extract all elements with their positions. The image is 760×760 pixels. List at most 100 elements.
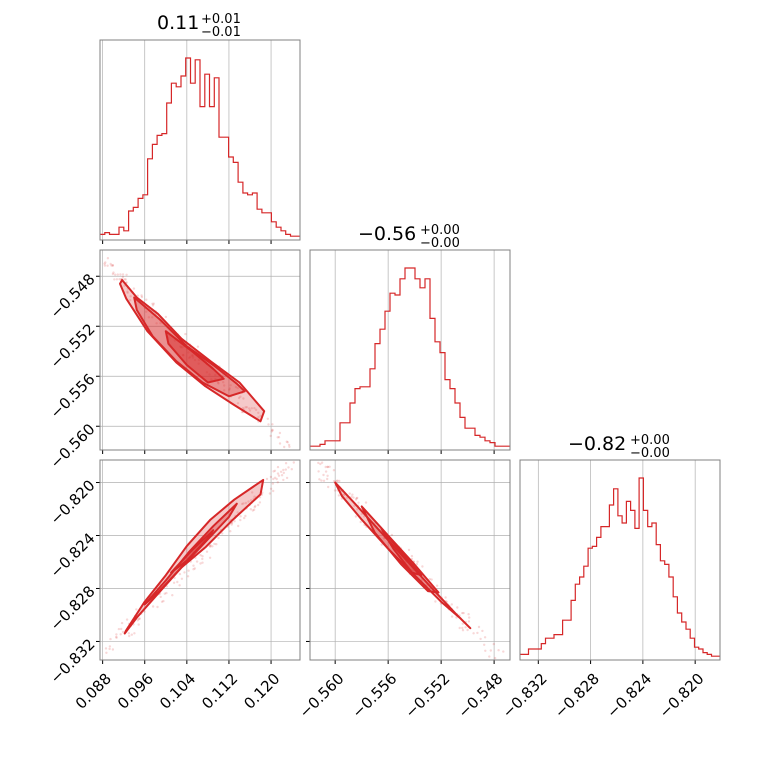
pair-1-0-point <box>228 388 231 391</box>
pair-1-0-point <box>277 436 281 439</box>
pair-1-0-point <box>118 278 121 281</box>
pair-2-0-point <box>159 595 162 599</box>
pair-2-0-point <box>178 572 182 576</box>
pair-1-0-point <box>104 261 107 264</box>
pair-2-0-point <box>130 633 133 636</box>
pair-2-1-point <box>326 465 330 469</box>
pair-2-1-point <box>322 473 325 477</box>
pair-1-0-point <box>145 310 148 313</box>
pair-2-1-point <box>415 563 419 566</box>
pair-2-0-point <box>209 544 212 547</box>
pair-2-1-point <box>461 611 464 615</box>
pair-2-0-point <box>201 557 204 561</box>
pair-2-0-point <box>201 555 204 558</box>
pair-1-0-point <box>126 290 129 293</box>
pair-2-0-point <box>162 599 165 603</box>
pair-1-0-point <box>237 396 241 400</box>
pair-2-0-point <box>253 495 256 498</box>
pair-2-0-point <box>239 515 242 518</box>
pair-1-0-point <box>125 273 128 276</box>
pair-2-0-point <box>284 468 287 471</box>
pair-2-0-point <box>247 500 250 503</box>
pair-2-0-point <box>249 508 252 511</box>
pair-1-0-point <box>242 397 245 400</box>
pair-1-0-point <box>151 316 154 319</box>
pair-2-1-point <box>317 461 320 465</box>
pair-2-0-point <box>290 468 293 471</box>
pair-1-0-point <box>271 428 274 431</box>
pair-2-1-point <box>338 479 341 483</box>
pair-1-0-point <box>164 315 168 319</box>
pair-2-1-point <box>430 578 433 581</box>
pair-2-1-point <box>326 474 329 477</box>
pair-2-1-point <box>461 626 464 630</box>
pair-1-0-point <box>283 445 286 449</box>
pair-2-1-point <box>360 512 363 516</box>
pair-2-1-point <box>354 498 358 501</box>
pair-2-1-point <box>390 533 394 537</box>
pair-2-0-point <box>115 636 118 639</box>
pair-2-0-point <box>195 560 199 563</box>
pair-1-0-point <box>196 345 200 348</box>
pair-2-1-point <box>467 613 470 616</box>
pair-2-0-point <box>163 592 166 595</box>
pair-2-1-point <box>434 600 437 603</box>
pair-1-0-point <box>270 430 273 433</box>
pair-2-0-point <box>186 575 190 578</box>
pair-1-0-point <box>110 264 113 267</box>
pair-1-0-point <box>236 402 240 405</box>
pair-2-1-point <box>336 479 339 482</box>
pair-2-0-point <box>125 618 129 621</box>
pair-1-0-point <box>151 304 155 307</box>
pair-2-0-ylabel-0: −0.820 <box>47 476 99 528</box>
pair-2-0-point <box>273 476 277 479</box>
pair-2-1-point <box>450 615 454 618</box>
pair-2-0-xlabel-1: 0.096 <box>114 670 157 713</box>
pair-1-0-point <box>257 416 260 419</box>
pair-2-0-point <box>208 556 212 559</box>
pair-2-0-point <box>272 470 275 473</box>
pair-2-1-point <box>476 631 479 635</box>
pair-2-1-xlabel-1: −0.556 <box>349 670 401 722</box>
pair-2-1-point <box>484 649 487 652</box>
pair-2-0-point <box>138 617 141 620</box>
pair-2-1-point <box>472 632 475 635</box>
pair-2-1-point <box>328 465 331 468</box>
pair-1-0-point <box>106 257 110 260</box>
diag-2-xlabel-3: −0.820 <box>656 670 708 722</box>
pair-1-0-contour-1 <box>133 296 246 398</box>
title-diag-1-sub: −0.00 <box>420 236 460 251</box>
pair-2-0-point <box>193 567 196 570</box>
pair-1-0-point <box>115 278 119 281</box>
pair-2-0-point <box>115 633 118 636</box>
pair-2-0-point <box>183 571 186 574</box>
pair-2-0-xlabel-0: 0.088 <box>72 670 115 713</box>
pair-2-0-ylabel-1: −0.824 <box>47 529 99 581</box>
pair-2-1-point <box>492 642 495 646</box>
pair-2-1-point <box>320 461 324 464</box>
pair-1-0-point <box>155 322 158 325</box>
pair-2-1-point <box>335 479 338 483</box>
pair-2-0-point <box>137 617 141 621</box>
pair-1-0-point <box>114 273 117 276</box>
pair-2-0-point <box>242 502 245 505</box>
pair-2-0-point <box>276 465 280 469</box>
pair-2-0-point <box>201 561 204 564</box>
pair-2-0-point <box>269 475 273 479</box>
pair-2-0-point <box>244 501 248 505</box>
pair-2-1-point <box>461 622 464 625</box>
pair-2-0-point <box>251 491 254 494</box>
pair-2-1-point <box>342 493 345 496</box>
pair-2-1-frame <box>309 459 511 661</box>
pair-1-0-point <box>152 302 155 305</box>
pair-1-0-point <box>136 294 139 297</box>
pair-1-0-point <box>216 381 220 384</box>
pair-2-0-point <box>252 508 256 511</box>
title-diag-2: −0.82 <box>568 433 626 455</box>
pair-2-1-xlabel-2: −0.552 <box>402 670 454 722</box>
pair-2-1-point <box>435 584 439 587</box>
pair-2-0-point <box>221 532 224 535</box>
pair-1-0-point <box>229 384 232 387</box>
pair-2-0-point <box>284 462 288 465</box>
